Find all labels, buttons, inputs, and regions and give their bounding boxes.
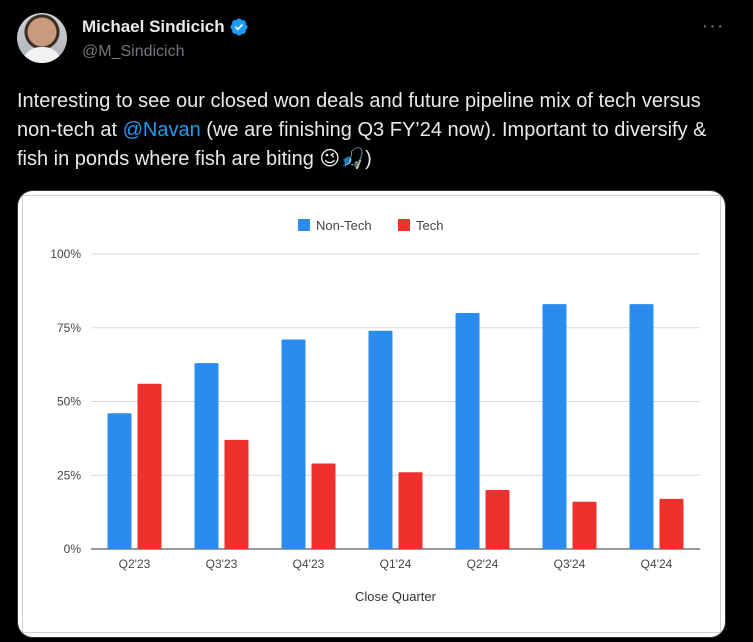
tweet-text-part: (we are finishing Q3 FY’24 now). Importa… (17, 119, 707, 170)
bar-non-tech (281, 339, 306, 549)
tweet-text-part: ) (365, 148, 372, 170)
mention-link[interactable]: @Navan (122, 119, 201, 141)
bar-chart: 0% 25% 50% 75% 100% Q2'23 Q3'23 Q4'23 Q1'24 Q2'24… (50, 218, 700, 604)
legend-swatch (298, 219, 310, 231)
author-name-row[interactable]: Michael Sindicich (82, 17, 249, 37)
y-tick-label: 0% (64, 542, 82, 556)
x-tick-label: Q2'24 (467, 557, 499, 571)
bar-tech (311, 463, 336, 549)
more-options-icon[interactable]: ··· (701, 15, 725, 37)
emoji: 😉🎣 (319, 148, 366, 170)
x-tick-label: Q3'23 (206, 557, 238, 571)
author-name[interactable]: Michael Sindicich (82, 17, 225, 36)
y-tick-label: 100% (50, 247, 81, 261)
y-tick-label: 25% (57, 468, 81, 482)
y-tick-label: 50% (57, 395, 81, 409)
x-tick-label: Q2'23 (119, 557, 151, 571)
bar-non-tech (368, 330, 393, 549)
bar-tech (224, 439, 249, 549)
x-tick-label: Q4'23 (293, 557, 325, 571)
bar-tech (659, 498, 684, 549)
x-axis-label: Close Quarter (355, 589, 437, 604)
author-handle[interactable]: @M_Sindicich (82, 43, 185, 60)
bar-non-tech (455, 313, 480, 549)
bar-tech (485, 490, 510, 549)
bar-tech (572, 501, 597, 549)
bar-non-tech (194, 363, 219, 549)
verified-badge-icon (230, 18, 248, 36)
chart-container: 0% 25% 50% 75% 100% Q2'23 Q3'23 Q4'23 Q1'24 Q2'24… (22, 195, 721, 633)
tweet-text-part: Interesting to see our closed won deals … (17, 90, 701, 141)
x-tick-label: Q1'24 (380, 557, 412, 571)
bar-tech (398, 472, 423, 549)
avatar[interactable] (17, 13, 67, 63)
media-card[interactable]: 0% 25% 50% 75% 100% Q2'23 Q3'23 Q4'23 Q1'24 Q2'24… (17, 190, 726, 638)
bar-tech (137, 383, 162, 549)
x-tick-label: Q3'24 (554, 557, 586, 571)
x-tick-label: Q4'24 (641, 557, 673, 571)
bar-non-tech (107, 413, 132, 549)
bar-non-tech (542, 304, 567, 549)
bar-non-tech (629, 304, 654, 549)
legend-label: Tech (416, 218, 443, 233)
tweet-text: Interesting to see our closed won deals … (17, 87, 737, 174)
legend-label: Non-Tech (316, 218, 372, 233)
y-tick-label: 75% (57, 321, 81, 335)
legend-swatch (398, 219, 410, 231)
